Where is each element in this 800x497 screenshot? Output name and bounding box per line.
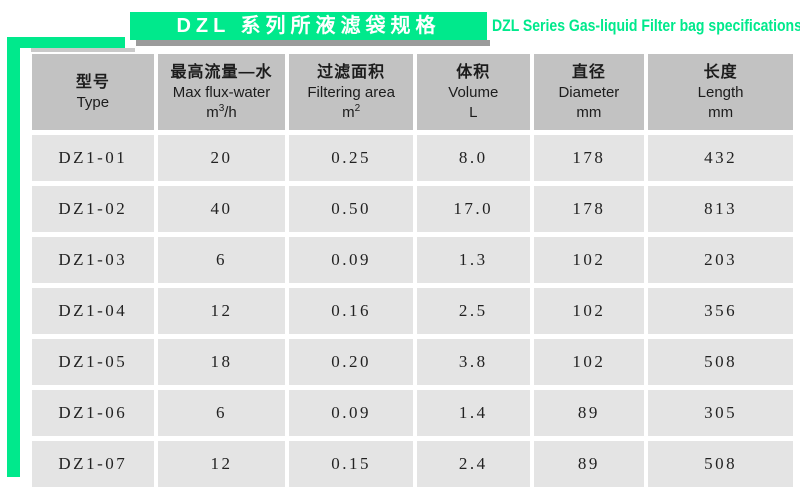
header-volume: 体积 Volume L xyxy=(417,54,530,130)
header-diameter-zh: 直径 xyxy=(571,64,606,81)
cell-value: 102 xyxy=(533,237,645,283)
header-max-flux-en: Max flux-water xyxy=(172,84,271,101)
header-type-zh: 型号 xyxy=(75,73,110,91)
header-filtering-area: 过滤面积 Filtering area m2 xyxy=(289,54,413,130)
cell-value: 0.20 xyxy=(289,339,413,385)
cell-value: 178 xyxy=(533,135,645,181)
cell-type: DZ1-07 xyxy=(32,441,154,487)
cell-value: 178 xyxy=(533,186,645,232)
header-volume-unit: L xyxy=(469,104,478,121)
left-green-bar-decoration xyxy=(7,37,20,477)
header-diameter-unit: mm xyxy=(576,104,602,121)
cell-value: 89 xyxy=(533,390,645,436)
spec-table: 型号 Type 最高流量—水 Max flux-water m3/h 过滤面积 … xyxy=(28,49,797,492)
cell-value: 0.16 xyxy=(289,288,413,334)
cell-value: 203 xyxy=(648,237,793,283)
table-row: DZ1-04 12 0.16 2.5 102 356 xyxy=(32,288,793,334)
table-body: DZ1-01 20 0.25 8.0 178 432 DZ1-02 40 0.50 17.0 178… xyxy=(32,135,793,487)
cell-value: 0.09 xyxy=(289,390,413,436)
page-title-english: DZL Series Gas-liquid Filter bag specifi… xyxy=(492,17,800,35)
cell-value: 17.0 xyxy=(417,186,530,232)
cell-value: 2.4 xyxy=(417,441,530,487)
cell-value: 0.50 xyxy=(289,186,413,232)
cell-value: 89 xyxy=(533,441,645,487)
header-length-en: Length xyxy=(697,84,744,101)
cell-type: DZ1-03 xyxy=(32,237,154,283)
cell-value: 20 xyxy=(157,135,286,181)
header-max-flux-unit: m3/h xyxy=(206,103,237,122)
table-row: DZ1-02 40 0.50 17.0 178 813 xyxy=(32,186,793,232)
cell-type: DZ1-05 xyxy=(32,339,154,385)
cell-type: DZ1-02 xyxy=(32,186,154,232)
table-row: DZ1-05 18 0.20 3.8 102 508 xyxy=(32,339,793,385)
cell-value: 508 xyxy=(648,339,793,385)
header-type: 型号 Type xyxy=(32,54,154,130)
decoration-shadow xyxy=(31,48,135,52)
page-title-chinese: DZL 系列所液滤袋规格 xyxy=(130,12,487,40)
title-shadow xyxy=(136,40,490,46)
cell-value: 432 xyxy=(648,135,793,181)
header-volume-en: Volume xyxy=(448,84,499,101)
cell-type: DZ1-04 xyxy=(32,288,154,334)
header-type-en: Type xyxy=(76,93,110,111)
table-header-row: 型号 Type 最高流量—水 Max flux-water m3/h 过滤面积 … xyxy=(32,54,793,130)
cell-value: 305 xyxy=(648,390,793,436)
header-length-zh: 长度 xyxy=(703,64,738,81)
top-green-bar-decoration xyxy=(7,37,125,48)
header-length-unit: mm xyxy=(708,104,734,121)
table-row: DZ1-03 6 0.09 1.3 102 203 xyxy=(32,237,793,283)
header-filtering-area-en: Filtering area xyxy=(307,84,395,101)
cell-value: 356 xyxy=(648,288,793,334)
header-diameter-en: Diameter xyxy=(558,84,620,101)
cell-value: 12 xyxy=(157,441,286,487)
cell-value: 12 xyxy=(157,288,286,334)
header-diameter: 直径 Diameter mm xyxy=(533,54,645,130)
cell-value: 0.25 xyxy=(289,135,413,181)
table-row: DZ1-07 12 0.15 2.4 89 508 xyxy=(32,441,793,487)
cell-value: 102 xyxy=(533,339,645,385)
table-row: DZ1-01 20 0.25 8.0 178 432 xyxy=(32,135,793,181)
table-row: DZ1-06 6 0.09 1.4 89 305 xyxy=(32,390,793,436)
cell-value: 6 xyxy=(157,390,286,436)
cell-value: 508 xyxy=(648,441,793,487)
cell-value: 813 xyxy=(648,186,793,232)
cell-value: 0.09 xyxy=(289,237,413,283)
header-filtering-area-unit: m2 xyxy=(342,103,361,122)
cell-value: 18 xyxy=(157,339,286,385)
cell-type: DZ1-06 xyxy=(32,390,154,436)
header-length: 长度 Length mm xyxy=(648,54,793,130)
cell-value: 40 xyxy=(157,186,286,232)
cell-value: 102 xyxy=(533,288,645,334)
table-header: 型号 Type 最高流量—水 Max flux-water m3/h 过滤面积 … xyxy=(32,54,793,130)
header-max-flux: 最高流量—水 Max flux-water m3/h xyxy=(157,54,286,130)
cell-value: 1.4 xyxy=(417,390,530,436)
cell-value: 6 xyxy=(157,237,286,283)
cell-value: 2.5 xyxy=(417,288,530,334)
header-max-flux-zh: 最高流量—水 xyxy=(170,64,273,81)
header-filtering-area-zh: 过滤面积 xyxy=(317,64,386,81)
cell-value: 0.15 xyxy=(289,441,413,487)
cell-value: 3.8 xyxy=(417,339,530,385)
cell-value: 1.3 xyxy=(417,237,530,283)
cell-value: 8.0 xyxy=(417,135,530,181)
cell-type: DZ1-01 xyxy=(32,135,154,181)
header-volume-zh: 体积 xyxy=(456,64,491,81)
